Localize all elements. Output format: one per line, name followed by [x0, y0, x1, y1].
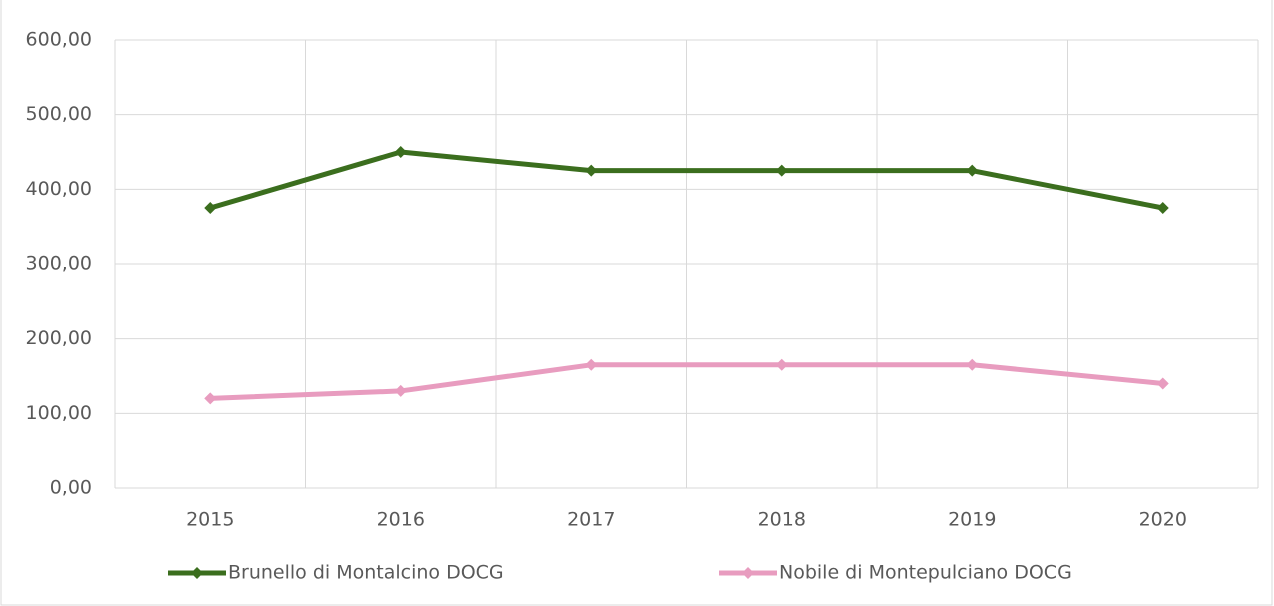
point-marker — [966, 164, 979, 177]
point-marker — [775, 164, 788, 177]
series-line — [210, 362, 1163, 401]
point-marker — [394, 146, 407, 158]
y-tick-label: 200,00 — [26, 327, 92, 349]
y-tick-label: 600,00 — [26, 29, 92, 51]
point-marker — [204, 392, 217, 405]
point-marker — [1156, 202, 1169, 214]
point-marker — [394, 384, 407, 397]
point-marker — [204, 202, 217, 214]
x-tick-label: 2015 — [186, 509, 234, 531]
y-tick-label: 300,00 — [26, 253, 92, 275]
x-tick-label: 2018 — [758, 509, 806, 531]
point-marker — [1156, 377, 1169, 390]
point-marker — [585, 164, 598, 177]
x-tick-label: 2017 — [567, 509, 615, 531]
legend-marker — [191, 567, 203, 579]
y-tick-label: 500,00 — [26, 103, 92, 125]
y-tick-label: 100,00 — [26, 402, 92, 424]
x-tick-label: 2016 — [377, 509, 425, 531]
x-tick-label: 2019 — [948, 509, 996, 531]
x-tick-label: 2020 — [1139, 509, 1187, 531]
legend-label: Nobile di Montepulciano DOCG — [779, 562, 1072, 584]
point-marker — [585, 358, 598, 371]
legend-marker — [742, 567, 754, 579]
legend-label: Brunello di Montalcino DOCG — [228, 562, 504, 584]
y-tick-label: 0,00 — [50, 477, 92, 499]
point-marker — [966, 358, 979, 371]
y-tick-label: 400,00 — [26, 178, 92, 200]
point-marker — [775, 358, 788, 371]
series-line — [209, 149, 1164, 211]
